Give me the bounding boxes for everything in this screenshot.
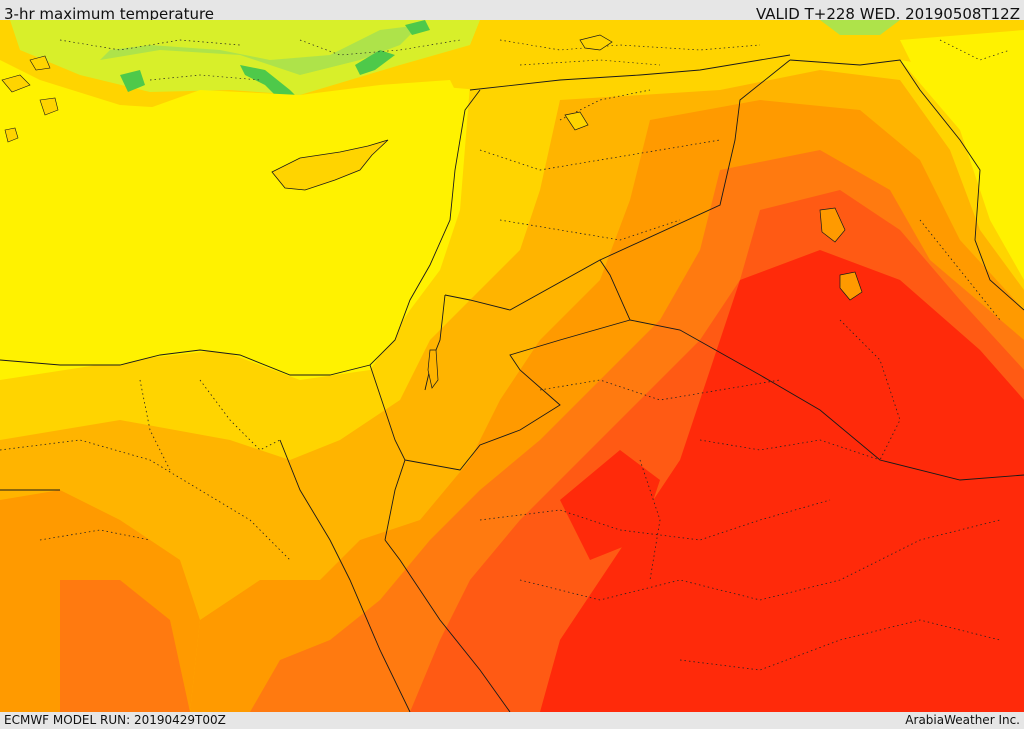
map-canvas — [0, 20, 1024, 712]
valid-time: VALID T+228 WED. 20190508T12Z — [755, 5, 1020, 23]
country-borders — [0, 54, 1024, 712]
lake-tharthar — [819, 207, 846, 243]
lake-assad — [564, 111, 589, 131]
red-core — [540, 250, 1024, 712]
mediterranean-sea — [0, 80, 465, 375]
model-run: ECMWF MODEL RUN: 20190429T00Z — [4, 713, 226, 727]
map-title: 3-hr maximum temperature — [4, 5, 215, 23]
egypt-dark-orange — [60, 580, 190, 712]
lake-razazza — [839, 271, 863, 301]
brand-label: ArabiaWeather Inc. — [905, 713, 1020, 727]
turkey-green-3 — [120, 70, 145, 92]
turkey-green-4 — [405, 20, 430, 35]
turkey-green-2 — [355, 50, 395, 75]
caucasus-green — [820, 20, 900, 35]
province-borders — [0, 89, 1001, 671]
lake-van — [579, 34, 613, 51]
aegean-islands — [1, 55, 59, 143]
turkey-light-green — [100, 25, 420, 75]
dead-sea — [427, 349, 439, 389]
cyprus-island — [271, 139, 389, 191]
red-core-2 — [560, 450, 660, 560]
iran-yellow — [900, 30, 1024, 160]
turkey-provinces — [59, 39, 1011, 81]
temperature-map[interactable] — [0, 20, 1024, 712]
